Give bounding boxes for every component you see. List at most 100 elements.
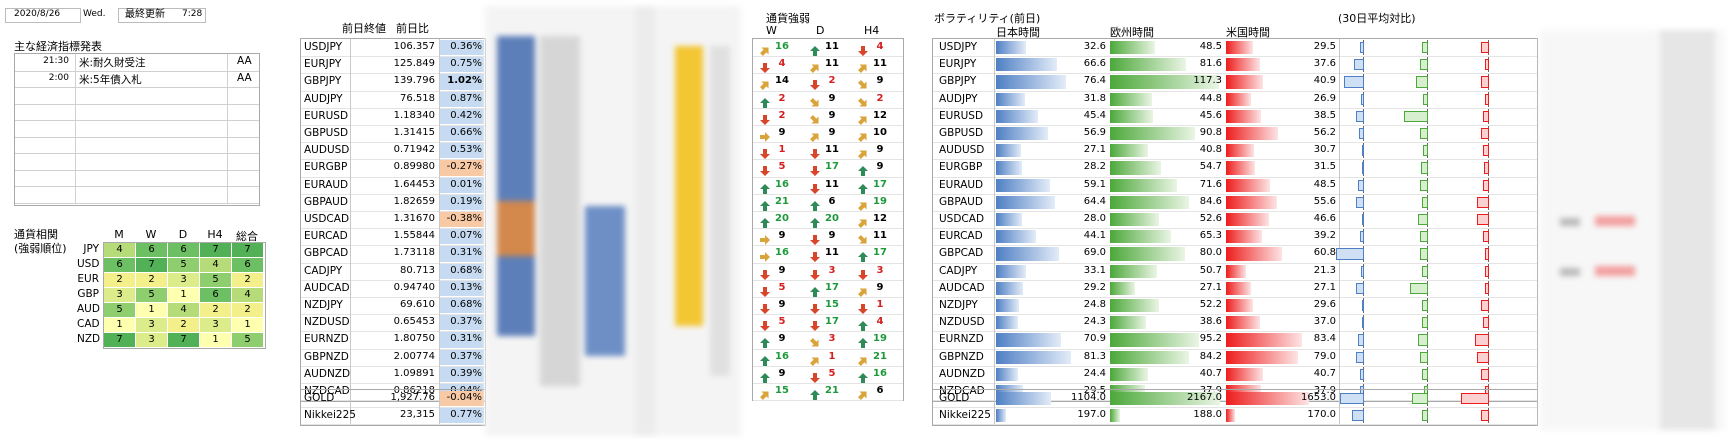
strength-count: 9 xyxy=(828,92,836,104)
vol-col-eu: 欧州時間 xyxy=(1110,26,1154,39)
quotes-extra-table: GOLD 1,927.76 -0.04% Nikkei225 23,315 0.77% xyxy=(300,389,486,427)
quote-change-bg xyxy=(440,315,484,331)
quote-change: 0.31% xyxy=(450,333,482,345)
strength-count: 3 xyxy=(828,333,836,345)
vol-ratio-bar xyxy=(1422,265,1428,277)
vol-value-eu: 80.0 xyxy=(1199,247,1222,259)
quote-change: 0.37% xyxy=(450,316,482,328)
vol-ratio-bar xyxy=(1362,162,1364,174)
econ-row: 21:30 米:耐久財受注 AA xyxy=(15,54,259,72)
trend-arrow-icon xyxy=(857,334,869,349)
quote-change: 0.42% xyxy=(450,109,482,121)
strength-count: 11 xyxy=(873,230,887,242)
quote-row: EURCAD 1.55844 0.07% xyxy=(301,228,485,247)
econ-rank: AA xyxy=(237,55,252,67)
quote-change-bg xyxy=(440,391,484,407)
vol-value-us: 56.2 xyxy=(1313,127,1336,138)
vol-value-us: 27.1 xyxy=(1313,281,1336,293)
corr-cell: 1 xyxy=(103,317,136,333)
trend-arrow-icon xyxy=(857,59,869,74)
vol-bar-us xyxy=(1226,109,1262,123)
strength-count: 2 xyxy=(778,109,786,121)
strength-count: 11 xyxy=(873,58,887,70)
vol-row: GOLD 1104.0 2167.0 1653.0 xyxy=(933,390,1537,409)
trend-arrow-icon xyxy=(857,231,869,244)
trend-arrow-icon xyxy=(809,334,821,347)
strength-count: 9 xyxy=(828,127,836,138)
vol-ratio-bar xyxy=(1477,351,1489,363)
strength-row: 16 1 21 xyxy=(753,349,903,367)
vol-bar-eu xyxy=(1110,92,1152,106)
quote-row: Nikkei225 23,315 0.77% xyxy=(301,407,485,426)
vol-value-jp: 76.4 xyxy=(1083,75,1106,87)
vol-pair: GBPAUD xyxy=(939,195,983,208)
vol-bar-jp xyxy=(996,92,1026,106)
trend-arrow-icon xyxy=(759,197,771,211)
econ-row xyxy=(15,103,259,121)
strength-count: 16 xyxy=(775,350,789,362)
trend-arrow-icon xyxy=(759,248,771,263)
vol-value-us: 26.9 xyxy=(1313,92,1336,104)
quote-change: 0.01% xyxy=(450,178,482,190)
trend-arrow-icon xyxy=(809,248,821,263)
quote-change-bg xyxy=(440,366,484,382)
vol-pair: GOLD xyxy=(939,392,970,404)
strength-row: 9 3 19 xyxy=(753,331,903,350)
quote-change: 0.04% xyxy=(450,385,482,396)
quote-row: EURAUD 1.64453 0.01% xyxy=(301,176,485,195)
vol-bar-us xyxy=(1226,392,1309,406)
strength-row: 5 17 4 xyxy=(753,314,903,333)
vol-ratio-bar xyxy=(1484,162,1489,174)
vol-ratio-bar xyxy=(1420,59,1428,71)
strength-row: 4 11 11 xyxy=(753,56,903,75)
quote-row: CADJPY 80.713 0.68% xyxy=(301,262,485,281)
vol-bar-eu xyxy=(1110,127,1195,141)
vol-ratio-bar xyxy=(1358,179,1364,191)
vol-value-us: 170.0 xyxy=(1307,409,1336,421)
vol-bar-jp xyxy=(996,213,1022,227)
strength-count: 9 xyxy=(828,230,836,242)
econ-rank: AA xyxy=(237,71,252,84)
strength-count: 4 xyxy=(778,58,786,70)
vol-pair: AUDCAD xyxy=(939,281,985,294)
strength-title: 通貨強弱 xyxy=(766,12,810,25)
quote-row: AUDJPY 76.518 0.87% xyxy=(301,90,485,109)
corr-cell: 6 xyxy=(167,242,200,258)
vol-pair: NZDCAD xyxy=(939,385,985,397)
vol-row: EURNZD 70.9 95.2 83.4 xyxy=(933,331,1537,350)
strength-count: 5 xyxy=(828,367,836,379)
quote-pair: AUDNZD xyxy=(304,367,351,380)
vol-row: GBPNZD 81.3 84.2 79.0 xyxy=(933,348,1537,367)
quote-row: USDCAD 1.31670 -0.38% xyxy=(301,211,485,230)
quote-change-bg xyxy=(440,40,484,56)
vol-pair: GBPCAD xyxy=(939,247,984,260)
header-weekday: Wed. xyxy=(83,9,106,19)
quote-row: AUDNZD 1.09891 0.39% xyxy=(301,365,485,384)
vol-bar-jp xyxy=(996,247,1060,261)
quote-close: 1.64453 xyxy=(393,178,435,190)
corr-cell: 1 xyxy=(231,317,264,333)
quote-change: 0.39% xyxy=(450,367,482,379)
vol-ratio-bar xyxy=(1420,179,1428,191)
vol-ratio-bar xyxy=(1423,93,1428,105)
trend-arrow-icon xyxy=(809,214,821,228)
vol-value-eu: 2167.0 xyxy=(1187,392,1222,403)
corr-cell: 1 xyxy=(199,332,232,348)
quote-close: 23,315 xyxy=(400,409,435,421)
vol-bar-us xyxy=(1226,75,1264,89)
trend-arrow-icon xyxy=(809,42,821,56)
vol-value-eu: 38.6 xyxy=(1199,316,1222,328)
corr-cell: 2 xyxy=(135,272,168,288)
vol-bar-eu xyxy=(1110,144,1149,158)
vol-ratio-bar xyxy=(1422,196,1428,208)
trend-arrow-icon xyxy=(759,162,771,177)
trend-arrow-icon xyxy=(857,94,869,107)
vol-value-eu: 84.6 xyxy=(1199,195,1222,207)
strength-row: 1 11 9 xyxy=(753,142,903,161)
vol-bar-jp xyxy=(996,333,1061,347)
vol-pair: Nikkei225 xyxy=(939,409,991,422)
strength-row: 5 17 9 xyxy=(753,280,903,298)
vol-bar-us xyxy=(1226,161,1255,175)
vol-bar-jp xyxy=(996,230,1037,244)
vol-value-us: 40.7 xyxy=(1313,367,1336,379)
